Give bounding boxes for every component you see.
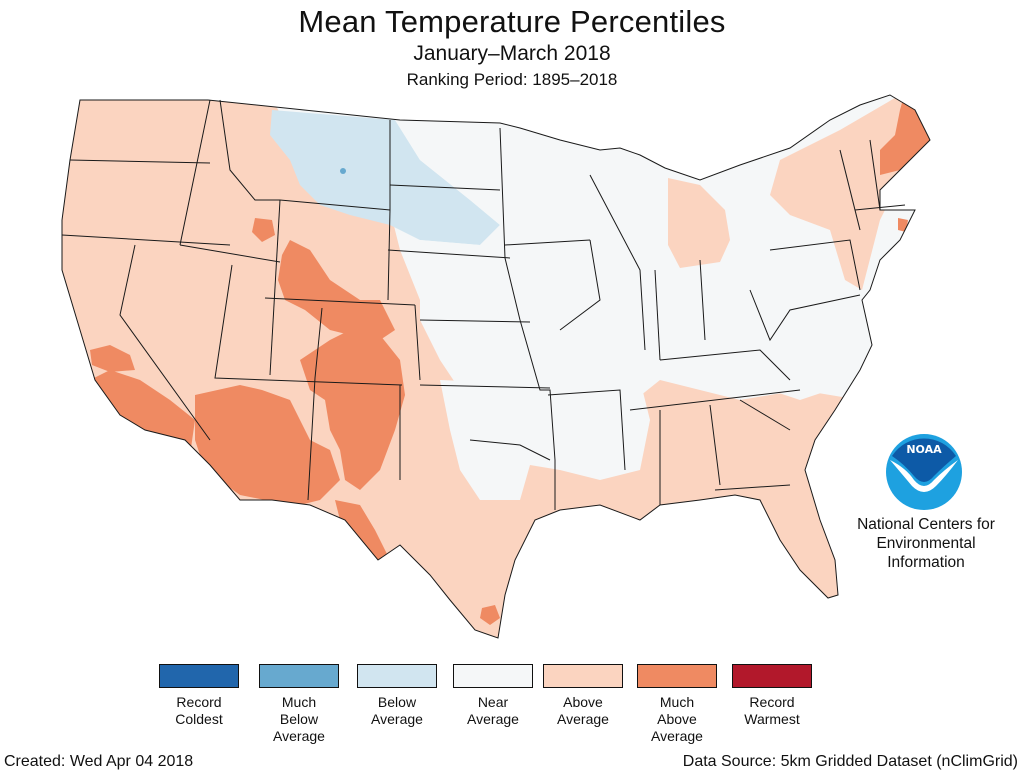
state-boundaries: [61, 94, 931, 639]
legend-swatch: [159, 664, 239, 688]
noaa-logo-text: NOAA: [906, 443, 942, 456]
border-ma: [854, 204, 906, 211]
border-wi-il: [589, 174, 646, 351]
legend-label: Record Coldest: [175, 694, 223, 727]
border-id-west: [179, 99, 211, 246]
much-above-central-ca: [90, 345, 135, 372]
legend-swatch: [453, 664, 533, 688]
border-ut-west-line: [269, 199, 281, 376]
legend-label: Record Warmest: [744, 694, 800, 727]
legend-label: Much Above Average: [651, 694, 703, 744]
legend-item-record-warmest: Record Warmest: [731, 664, 813, 728]
legend-item-much-below-average: Much Below Average: [258, 664, 340, 745]
legend-label: Near Average: [467, 694, 519, 727]
legend-item-near-average: Near Average: [452, 664, 534, 728]
us-percentile-map: [61, 94, 931, 639]
much-above-southwest: [195, 385, 340, 505]
border-ia-il: [559, 239, 601, 331]
border-al-ga: [709, 404, 721, 486]
border-az-nm: [307, 307, 323, 501]
border-wa-or: [69, 159, 211, 164]
data-source: Data Source: 5km Gridded Dataset (nClimG…: [682, 753, 1018, 770]
legend-swatch: [357, 664, 437, 688]
legend-swatch: [637, 664, 717, 688]
border-id-mt: [219, 99, 280, 201]
noaa-logo-bird-icon: [890, 460, 958, 492]
much-above-rhode-island: [898, 218, 908, 232]
legend-label: Much Below Average: [273, 694, 325, 744]
map-title: Mean Temperature Percentiles: [298, 4, 726, 39]
border-wy-co: [264, 297, 416, 306]
border-tx-ok: [469, 439, 551, 461]
legend-swatch: [732, 664, 812, 688]
border-ks-ok: [419, 384, 551, 389]
border-sd-ne: [387, 249, 511, 259]
much-below-spot: [340, 168, 346, 174]
created-date: Created: Wed Apr 04 2018: [4, 753, 194, 770]
border-ky-tn: [659, 349, 791, 381]
near-average-central: [395, 120, 870, 440]
border-ny-vt: [839, 149, 861, 231]
legend-item-above-average: Above Average: [542, 664, 624, 728]
border-tn-south: [629, 389, 801, 411]
border-nv-id-ut: [179, 244, 281, 263]
much-above-idaho: [252, 218, 275, 242]
border-or-ca: [61, 234, 231, 246]
border-ar: [547, 389, 626, 471]
near-average-arkansas: [560, 380, 650, 480]
legend-item-much-above-average: Much Above Average: [636, 664, 718, 745]
much-above-new-mexico: [300, 330, 405, 490]
much-above-texas-coast: [480, 605, 500, 625]
border-in-oh: [699, 259, 706, 341]
border-il-in: [654, 269, 661, 361]
org-name-line1: National Centers for: [857, 516, 995, 533]
border-ga-sc: [739, 399, 791, 431]
border-mo-west: [519, 319, 556, 461]
legend-swatch: [543, 664, 623, 688]
border-wy-ne: [387, 209, 391, 301]
border-mn-ia: [504, 239, 591, 246]
org-name-line2: Environmental: [876, 535, 976, 552]
border-vt-nh: [869, 139, 881, 211]
ranking-period: Ranking Period: 1895–2018: [406, 70, 618, 89]
border-co-ks: [414, 304, 421, 381]
border-nd-sd: [389, 184, 501, 191]
much-above-texas-west: [335, 500, 390, 570]
noaa-logo: NOAA: [886, 434, 962, 510]
border-wv-va: [749, 289, 861, 342]
border-ga-fl: [714, 484, 791, 491]
legend-label: Below Average: [371, 694, 423, 727]
org-name-line3: Information: [887, 554, 965, 571]
border-mn-dakotas: [499, 127, 521, 321]
legend-item-record-coldest: Record Coldest: [158, 664, 240, 728]
border-ca-nv: [119, 244, 211, 441]
legend-item-below-average: Below Average: [356, 664, 438, 728]
border-ne-ks: [419, 319, 531, 323]
above-average-michigan: [668, 178, 730, 268]
much-above-colorado: [278, 240, 395, 340]
border-pa: [769, 239, 861, 291]
below-average-montana-dakotas: [270, 110, 500, 245]
legend-swatch: [259, 664, 339, 688]
map-period: January–March 2018: [413, 42, 611, 65]
noaa-logo-sky: [892, 438, 956, 482]
border-ut-az-nm: [214, 264, 403, 386]
border-wy-mt: [279, 199, 391, 211]
legend-label: Above Average: [557, 694, 609, 727]
